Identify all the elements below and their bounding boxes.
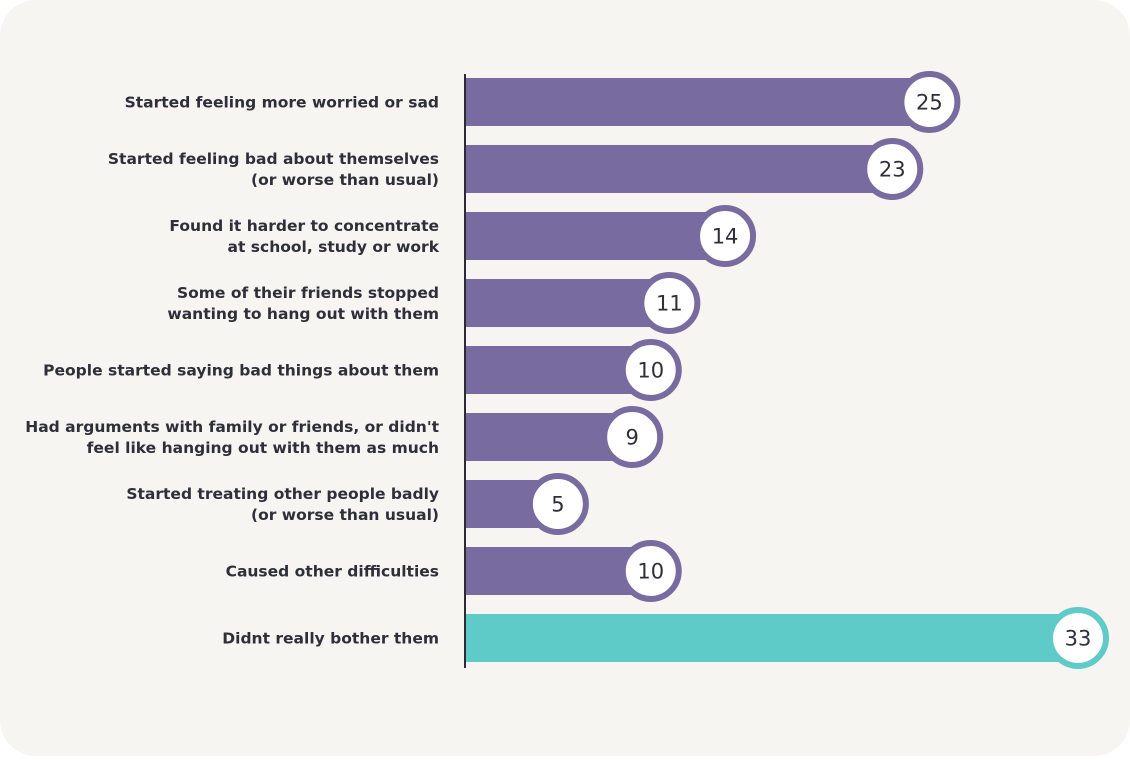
data-label: 10 bbox=[637, 359, 664, 383]
value-badge bbox=[526, 473, 589, 535]
category-label: Didnt really bother them bbox=[222, 630, 439, 648]
data-label: 9 bbox=[625, 426, 638, 450]
category-label-line: Found it harder to concentrate bbox=[169, 217, 439, 235]
bar bbox=[465, 145, 893, 193]
bar bbox=[465, 78, 930, 126]
category-label: Found it harder to concentrate at school,… bbox=[169, 217, 439, 256]
category-label-line: Started treating other people badly bbox=[126, 485, 439, 503]
data-label: 5 bbox=[551, 493, 564, 517]
value-badge bbox=[601, 406, 664, 468]
category-label-line: Started feeling more worried or sad bbox=[125, 94, 439, 112]
category-label-line: Some of their friends stopped bbox=[177, 284, 439, 302]
category-label-line: (or worse than usual) bbox=[251, 506, 439, 524]
data-label: 33 bbox=[1065, 627, 1092, 651]
bars-layer: 25 Started feeling more worried or sad 23 S… bbox=[25, 71, 1109, 669]
data-label: 14 bbox=[712, 225, 739, 249]
category-label-line: (or worse than usual) bbox=[251, 171, 439, 189]
value-badge bbox=[861, 138, 924, 200]
category-label-line: at school, study or work bbox=[228, 238, 440, 256]
value-badge bbox=[1047, 607, 1109, 669]
category-label-line: Had arguments with family or friends, or… bbox=[25, 418, 439, 436]
category-label: Had arguments with family or friends, or… bbox=[25, 418, 439, 457]
category-label-line: feel like hanging out with them as much bbox=[87, 439, 439, 457]
data-label: 23 bbox=[879, 158, 906, 182]
category-label-line: Started feeling bad about themselves bbox=[108, 150, 439, 168]
bar bbox=[465, 212, 726, 260]
category-label-line: People started saying bad things about t… bbox=[43, 362, 439, 380]
category-label-line: Caused other difficulties bbox=[226, 563, 439, 581]
category-label: Some of their friends stopped wanting to … bbox=[167, 284, 439, 323]
category-label: Started feeling more worried or sad bbox=[125, 94, 439, 112]
data-label: 11 bbox=[656, 292, 683, 316]
value-badge bbox=[619, 339, 682, 401]
value-badge bbox=[619, 540, 682, 602]
data-label: 25 bbox=[916, 91, 943, 115]
value-badge bbox=[898, 71, 961, 133]
data-label: 10 bbox=[637, 560, 664, 584]
bar bbox=[465, 279, 670, 327]
value-badge bbox=[694, 205, 757, 267]
bar bbox=[465, 614, 1078, 662]
category-label-line: wanting to hang out with them bbox=[167, 305, 439, 323]
category-label: Started feeling bad about themselves (or … bbox=[108, 150, 439, 189]
value-badge bbox=[638, 272, 701, 334]
category-label: Caused other difficulties bbox=[226, 563, 439, 581]
category-label: Started treating other people badly (or w… bbox=[126, 485, 439, 524]
category-label: People started saying bad things about t… bbox=[43, 362, 439, 380]
category-label-line: Didnt really bother them bbox=[222, 630, 439, 648]
